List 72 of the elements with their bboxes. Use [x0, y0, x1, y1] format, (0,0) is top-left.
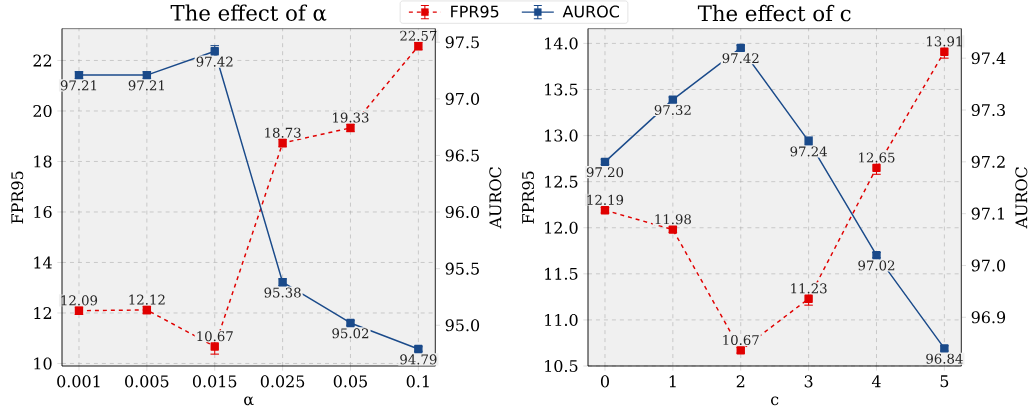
data-label: 10.67 — [197, 331, 233, 342]
y2-tick-label: 97.0 — [971, 259, 1006, 272]
y-tick-label: 11.0 — [545, 313, 578, 326]
chart-title: The effect of c — [697, 4, 851, 22]
y2-tick-label: 96.5 — [445, 149, 479, 162]
data-label: 12.12 — [129, 294, 165, 305]
y2-tick-label: 97.1 — [971, 207, 1004, 220]
y-tick-label: 14.0 — [545, 37, 578, 50]
y-tick-label: 12.0 — [545, 221, 578, 234]
x-tick-label: 0.1 — [406, 375, 429, 388]
data-label: 11.98 — [655, 214, 691, 225]
y2-tick-label: 96.9 — [971, 311, 1006, 324]
y-tick-label: 13.5 — [545, 83, 578, 96]
data-label: 97.24 — [790, 146, 827, 157]
data-label: 96.84 — [926, 353, 963, 364]
x-tick-label: 3 — [804, 375, 813, 388]
data-label: 97.21 — [128, 80, 164, 91]
y2-tick-label: 97.5 — [445, 36, 479, 49]
chart-title: The effect of α — [170, 4, 327, 21]
data-label: 97.42 — [196, 56, 233, 67]
y-tick-label: 10 — [34, 357, 52, 370]
data-label: 10.67 — [723, 334, 759, 346]
x-tick-label: 0 — [600, 375, 609, 388]
data-label: 97.21 — [60, 80, 97, 91]
x-tick-label: 0.015 — [192, 375, 237, 388]
y-tick-label: 14 — [34, 256, 52, 269]
y2-tick-label: 97.2 — [971, 155, 1005, 168]
x-axis-title: c — [771, 396, 779, 406]
y-tick-label: 10.5 — [545, 359, 578, 373]
x-axis-title: α — [244, 396, 254, 406]
y-tick-label: 13.0 — [545, 129, 578, 142]
data-label: 94.79 — [400, 354, 437, 365]
x-tick-label: 5 — [940, 375, 949, 388]
x-tick-label: 0.05 — [333, 375, 367, 388]
y-tick-label: 16 — [34, 205, 52, 219]
point — [210, 342, 219, 351]
y2-tick-label: 97.4 — [971, 52, 1006, 65]
data-label: 12.65 — [859, 152, 895, 163]
data-label: 18.73 — [265, 127, 301, 138]
y2-tick-label: 95.0 — [445, 319, 480, 332]
y-axis-title: FPR95 — [521, 171, 535, 224]
y2-tick-label: 95.5 — [445, 262, 479, 275]
data-label: 12.19 — [587, 194, 624, 205]
y-tick-label: 18 — [34, 155, 52, 168]
y2-axis-title: AUROC — [489, 167, 502, 229]
y2-tick-label: 97.0 — [445, 92, 480, 105]
x-tick-label: 0.005 — [125, 375, 169, 388]
y-tick-label: 11.5 — [545, 267, 578, 280]
data-label: 97.20 — [586, 167, 624, 178]
data-label: 12.09 — [61, 295, 98, 306]
data-label: 19.33 — [333, 112, 369, 123]
data-label: 11.23 — [791, 283, 827, 294]
x-tick-label: 1 — [669, 375, 676, 388]
data-label: 97.42 — [722, 53, 759, 64]
y-tick-label: 12.5 — [545, 175, 578, 188]
data-label: 97.02 — [858, 260, 895, 271]
y-tick-label: 20 — [33, 104, 52, 118]
x-tick-label: 0.025 — [260, 375, 305, 388]
y-tick-label: 12 — [34, 307, 52, 319]
y2-tick-label: 97.3 — [971, 103, 1005, 117]
y2-tick-label: 96.0 — [445, 206, 480, 219]
y-axis-title: FPR95 — [11, 171, 24, 224]
y2-axis-title: AUROC — [1015, 167, 1028, 229]
data-label: 95.02 — [332, 328, 369, 339]
legend-label: AUROC — [562, 5, 620, 18]
data-label: 95.38 — [264, 287, 301, 298]
x-tick-label: 4 — [871, 375, 881, 388]
x-tick-label: 0.001 — [57, 375, 100, 388]
data-label: 97.32 — [654, 104, 691, 116]
legend-label: FPR95 — [451, 5, 499, 18]
y-tick-label: 22 — [33, 54, 52, 67]
x-tick-label: 2 — [736, 375, 745, 388]
